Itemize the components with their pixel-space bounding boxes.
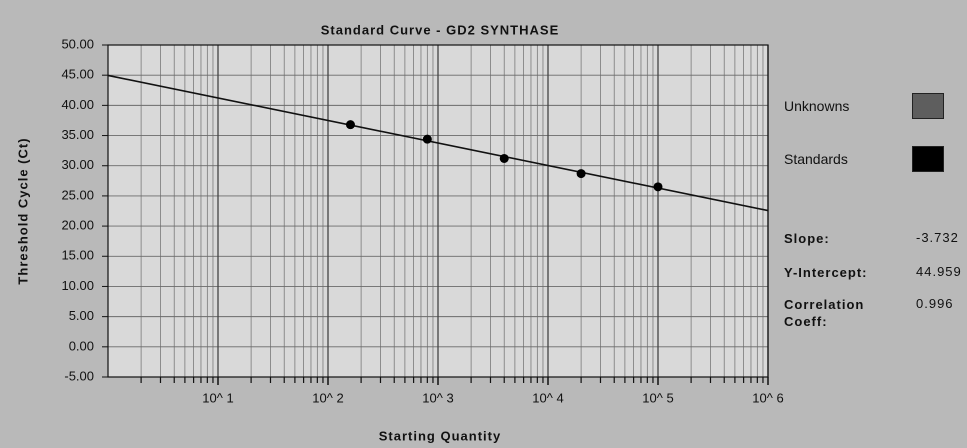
chart-title: Standard Curve - GD2 SYNTHASE bbox=[321, 22, 560, 37]
x-tick-label: 10^ 1 bbox=[202, 390, 233, 405]
y-tick-label: 50.00 bbox=[61, 36, 94, 51]
plot-border bbox=[107, 44, 769, 378]
data-point bbox=[576, 169, 586, 179]
y-tick-label: 20.00 bbox=[61, 218, 94, 233]
y-tick-label: 5.00 bbox=[69, 308, 94, 323]
legend-label: Standards bbox=[784, 151, 848, 167]
y-tick-label: 10.00 bbox=[61, 278, 94, 293]
y-tick-label: 40.00 bbox=[61, 97, 94, 112]
stat-value: 0.996 bbox=[916, 296, 954, 311]
x-tick-label: 10^ 2 bbox=[312, 390, 343, 405]
x-tick-label: 10^ 6 bbox=[752, 390, 783, 405]
legend-label: Unknowns bbox=[784, 98, 850, 114]
x-tick-label: 10^ 3 bbox=[422, 390, 453, 405]
y-tick-label: -5.00 bbox=[64, 368, 94, 383]
stat-label: Y-Intercept: bbox=[784, 265, 868, 280]
data-point bbox=[345, 120, 355, 130]
legend-swatch bbox=[912, 146, 944, 172]
y-tick-label: 15.00 bbox=[61, 248, 94, 263]
data-point bbox=[499, 153, 509, 163]
stat-label: Slope: bbox=[784, 231, 830, 246]
x-axis-label: Starting Quantity bbox=[379, 428, 501, 443]
y-tick-label: 45.00 bbox=[61, 67, 94, 82]
data-point bbox=[422, 134, 432, 144]
y-axis-label: Threshold Cycle (Ct) bbox=[15, 137, 30, 284]
y-tick-label: 0.00 bbox=[69, 338, 94, 353]
x-tick-label: 10^ 5 bbox=[642, 390, 673, 405]
stat-value: -3.732 bbox=[916, 230, 959, 245]
x-tick-label: 10^ 4 bbox=[532, 390, 563, 405]
legend-swatch bbox=[912, 93, 944, 119]
stat-label: Correlation Coeff: bbox=[784, 297, 865, 329]
y-tick-label: 35.00 bbox=[61, 127, 94, 142]
y-tick-label: 25.00 bbox=[61, 187, 94, 202]
y-tick-label: 30.00 bbox=[61, 157, 94, 172]
stat-value: 44.959 bbox=[916, 264, 962, 279]
data-point bbox=[653, 182, 663, 192]
